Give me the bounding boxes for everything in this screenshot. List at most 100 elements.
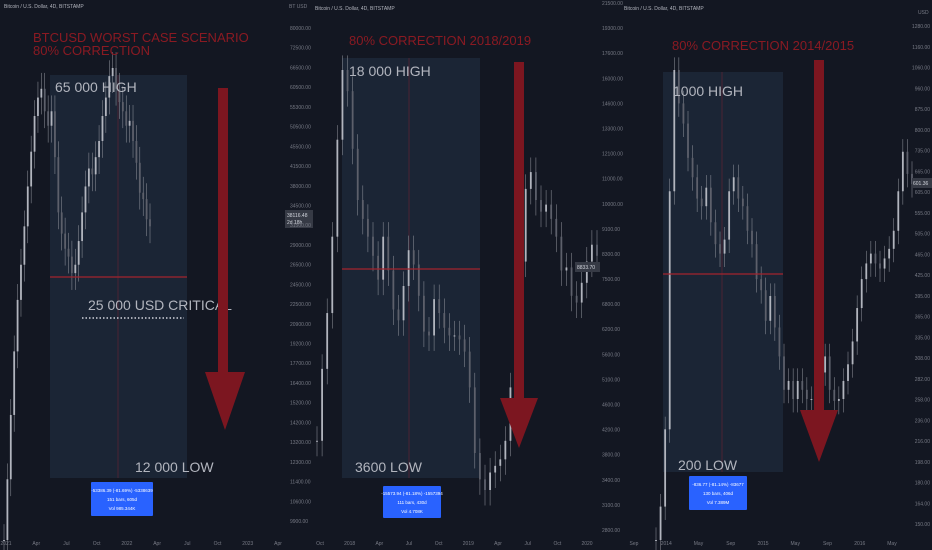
chart-panel-2021-2022[interactable]: Bitcoin / U.S. Dollar, 4D, BITSTAMP BTCU… bbox=[0, 0, 285, 550]
y-tick-label: 11000.00 bbox=[602, 177, 623, 183]
x-tick-label: 2023 bbox=[242, 541, 253, 547]
candle-body bbox=[700, 198, 703, 207]
candle-body bbox=[407, 250, 410, 286]
y-tick-label: 45500.00 bbox=[290, 144, 311, 150]
y-tick-label: 236.00 bbox=[915, 418, 931, 424]
candle-body bbox=[596, 244, 598, 256]
y-tick-label: 10600.00 bbox=[290, 499, 311, 505]
candle-body bbox=[851, 341, 854, 365]
y-tick-label: 5100.00 bbox=[602, 377, 620, 383]
x-tick-label: Apr bbox=[153, 541, 161, 547]
candle-body bbox=[443, 313, 446, 328]
chart-panel-2014-2015[interactable]: Bitcoin / U.S. Dollar, 4D, BITSTAMP 2150… bbox=[600, 0, 932, 550]
y-tick-label: 308.00 bbox=[915, 356, 931, 362]
candle-body bbox=[901, 151, 904, 192]
candle-body bbox=[87, 168, 90, 187]
y-tick-label: 6800.00 bbox=[602, 302, 620, 308]
y-tick-label: 16000.00 bbox=[602, 76, 623, 82]
candle-body bbox=[341, 70, 344, 140]
candle-body bbox=[847, 364, 849, 381]
candle-body bbox=[54, 111, 56, 158]
candle-body bbox=[545, 204, 547, 212]
candle-body bbox=[64, 233, 67, 249]
candle-body bbox=[77, 241, 80, 265]
x-tick-label: Jul bbox=[524, 541, 530, 547]
y-tick-label: 9100.00 bbox=[602, 227, 620, 233]
y-tick-label: 26500.00 bbox=[290, 263, 311, 269]
candle-body bbox=[361, 200, 364, 219]
x-tick-label: Apr bbox=[375, 541, 383, 547]
candle-body bbox=[316, 440, 318, 442]
x-tick-label: Jul bbox=[184, 541, 190, 547]
y-tick-label: 10000.00 bbox=[602, 202, 623, 208]
current-price-tag: 601.36 bbox=[912, 178, 932, 188]
candle-body bbox=[879, 263, 881, 269]
y-tick-label: 13200.00 bbox=[290, 440, 311, 446]
measure-info-box: -53386.39 (-81.69%) -5338639 151 bars, 6… bbox=[91, 482, 153, 516]
y-tick-label: 960.00 bbox=[915, 86, 931, 92]
low-label: 12 000 LOW bbox=[135, 459, 214, 475]
candle-body bbox=[732, 177, 735, 192]
chart-panel-2018-2019[interactable]: Bitcoin / U.S. Dollar, 4D, BITSTAMP BT U… bbox=[287, 0, 600, 550]
candle-body bbox=[67, 248, 70, 257]
y-tick-label: 16400.00 bbox=[290, 381, 311, 387]
measure-info-box: -15573.94 (-81.18%) -1557394 111 bars, 4… bbox=[381, 486, 443, 518]
panel-title: Bitcoin / U.S. Dollar, 4D, BITSTAMP bbox=[315, 6, 395, 12]
candle-body bbox=[565, 267, 568, 271]
y-tick-label: 665.00 bbox=[915, 169, 931, 175]
candle-body bbox=[47, 111, 50, 126]
candle-body bbox=[433, 299, 435, 336]
x-tick-label: Jul bbox=[406, 541, 412, 547]
y-tick-label: 395.00 bbox=[915, 294, 931, 300]
candle-body bbox=[71, 256, 73, 274]
candle-body bbox=[74, 264, 77, 274]
candle-body bbox=[560, 236, 563, 271]
candle-body bbox=[535, 172, 537, 201]
candle-body bbox=[43, 88, 46, 112]
y-tick-label: 2800.00 bbox=[602, 528, 620, 534]
candle-body bbox=[540, 200, 542, 212]
y-tick-label: 19300.00 bbox=[602, 26, 623, 32]
candle-body bbox=[696, 177, 699, 199]
candle-body bbox=[828, 356, 831, 390]
candle-body bbox=[824, 356, 827, 373]
candle-body bbox=[392, 270, 395, 310]
svg-text:151 bars, 605d: 151 bars, 605d bbox=[107, 497, 138, 502]
candle-body bbox=[783, 356, 785, 390]
candle-body bbox=[677, 70, 680, 104]
x-tick-label: Oct bbox=[553, 541, 561, 547]
down-arrow bbox=[800, 60, 838, 462]
y-tick-label: 34500.00 bbox=[290, 203, 311, 209]
y-axis-ticks: 80000.00 72500.00 66500.00 60500.00 55300.00… bbox=[290, 26, 311, 525]
x-tick-label: Apr bbox=[274, 541, 282, 547]
candle-body bbox=[796, 380, 799, 400]
x-tick-label: Sep bbox=[823, 541, 832, 547]
y-tick-label: 180.00 bbox=[915, 481, 931, 487]
y-tick-label: 17600.00 bbox=[602, 51, 623, 57]
y-tick-label: 164.00 bbox=[915, 501, 931, 507]
critical-label: 25 000 USD CRITICAL bbox=[88, 297, 232, 313]
candle-body bbox=[9, 414, 12, 480]
candle-body bbox=[23, 226, 26, 265]
candle-body bbox=[33, 116, 36, 152]
candle-body bbox=[13, 351, 16, 415]
correction-zone bbox=[663, 72, 783, 472]
y-tick-label: 3400.00 bbox=[602, 478, 620, 484]
x-tick-label: May bbox=[887, 541, 897, 547]
candle-body bbox=[778, 327, 781, 357]
high-label: 1000 HIGH bbox=[673, 83, 743, 99]
y-tick-label: 31500.00 bbox=[290, 223, 311, 229]
x-axis-ticks: Sep 2014 May Sep 2015 May Sep 2016 May bbox=[630, 541, 898, 547]
candle-body bbox=[326, 313, 329, 369]
candle-body bbox=[377, 255, 379, 280]
price-candles bbox=[3, 52, 151, 550]
y-tick-label: 12100.00 bbox=[602, 152, 623, 158]
candle-body bbox=[550, 204, 553, 219]
candle-body bbox=[60, 212, 63, 234]
candle-body bbox=[138, 162, 141, 193]
candle-body bbox=[860, 279, 863, 309]
y-tick-label: 335.00 bbox=[915, 335, 931, 341]
candle-body bbox=[382, 236, 385, 280]
y-tick-label: 3800.00 bbox=[602, 453, 620, 459]
candle-body bbox=[473, 387, 476, 454]
